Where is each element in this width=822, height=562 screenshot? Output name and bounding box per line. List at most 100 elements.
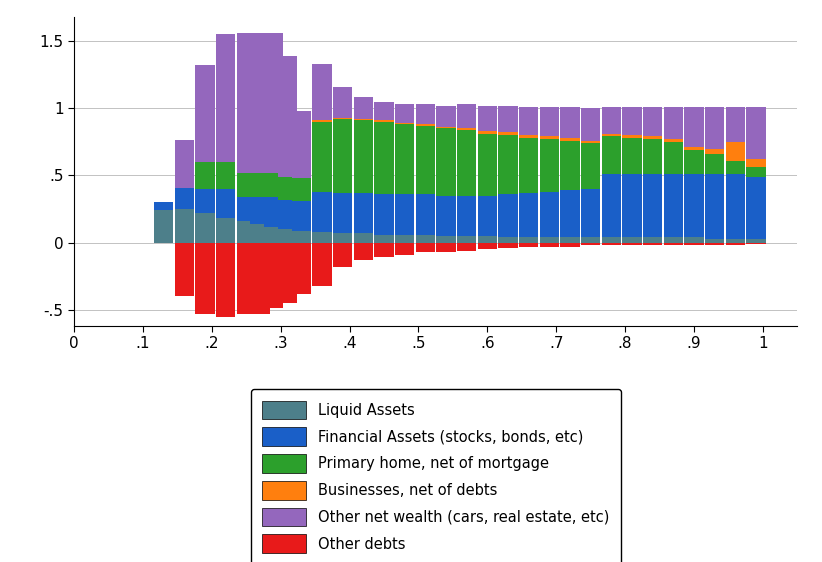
Bar — [663, 243, 683, 246]
Bar — [395, 123, 414, 124]
Bar — [498, 133, 518, 135]
Bar — [457, 128, 476, 130]
Bar — [663, 237, 683, 243]
Bar — [561, 107, 580, 138]
Bar — [312, 122, 331, 192]
Bar — [478, 243, 497, 250]
Bar — [622, 135, 642, 138]
Bar — [685, 237, 704, 243]
Bar — [519, 237, 538, 243]
Bar — [374, 243, 394, 257]
Bar — [436, 127, 455, 128]
Bar — [154, 202, 173, 210]
Bar — [436, 236, 455, 243]
Bar — [746, 159, 765, 167]
Bar — [746, 167, 765, 177]
Bar — [705, 107, 724, 148]
Bar — [374, 194, 394, 234]
Bar — [196, 213, 215, 243]
Bar — [540, 237, 559, 243]
Bar — [251, 243, 270, 314]
Bar — [237, 173, 256, 197]
Bar — [312, 192, 331, 232]
Bar — [663, 174, 683, 237]
Bar — [196, 189, 215, 213]
Bar — [196, 65, 215, 162]
Bar — [498, 243, 518, 248]
Bar — [278, 177, 298, 200]
Bar — [312, 232, 331, 243]
Bar — [478, 131, 497, 134]
Bar — [540, 192, 559, 237]
Bar — [581, 140, 600, 143]
Bar — [374, 122, 394, 194]
Bar — [457, 130, 476, 196]
Bar — [705, 239, 724, 243]
Bar — [643, 174, 663, 237]
Bar — [540, 243, 559, 247]
Bar — [685, 150, 704, 174]
Bar — [581, 189, 600, 237]
Bar — [374, 120, 394, 122]
Bar — [561, 190, 580, 237]
Bar — [663, 139, 683, 142]
Bar — [540, 107, 559, 137]
Bar — [498, 106, 518, 133]
Bar — [581, 243, 600, 246]
Bar — [237, 33, 256, 173]
Bar — [278, 200, 298, 229]
Bar — [395, 104, 414, 123]
Bar — [251, 33, 270, 173]
Bar — [561, 138, 580, 140]
Bar — [726, 239, 745, 243]
Bar — [663, 107, 683, 139]
Bar — [196, 243, 215, 314]
Bar — [395, 243, 414, 255]
Bar — [395, 194, 414, 234]
Bar — [519, 135, 538, 138]
Bar — [251, 197, 270, 224]
Bar — [251, 224, 270, 243]
Bar — [602, 237, 621, 243]
Bar — [685, 243, 704, 246]
Bar — [278, 56, 298, 177]
Bar — [685, 174, 704, 237]
Bar — [416, 243, 435, 252]
Bar — [353, 120, 373, 193]
Bar — [436, 128, 455, 196]
Bar — [237, 243, 256, 314]
Bar — [726, 107, 745, 142]
Bar — [746, 177, 765, 239]
Bar — [643, 237, 663, 243]
Bar — [333, 87, 353, 117]
Bar — [196, 162, 215, 189]
Bar — [726, 161, 745, 174]
Bar — [643, 139, 663, 174]
Bar — [746, 243, 765, 244]
Bar — [643, 107, 663, 137]
Bar — [436, 196, 455, 236]
Bar — [663, 142, 683, 174]
Bar — [292, 201, 311, 230]
Bar — [519, 243, 538, 247]
Bar — [705, 174, 724, 239]
Bar — [416, 124, 435, 126]
Bar — [395, 124, 414, 194]
Bar — [237, 197, 256, 221]
Bar — [561, 140, 580, 190]
Bar — [602, 137, 621, 174]
Bar — [457, 196, 476, 236]
Bar — [353, 119, 373, 120]
Bar — [174, 140, 194, 188]
Bar — [416, 194, 435, 234]
Bar — [726, 174, 745, 239]
Bar — [457, 243, 476, 251]
Bar — [264, 197, 284, 226]
Bar — [353, 243, 373, 260]
Bar — [292, 230, 311, 243]
Bar — [622, 107, 642, 135]
Bar — [216, 243, 235, 316]
Bar — [174, 243, 194, 296]
Bar — [251, 173, 270, 197]
Bar — [333, 119, 353, 193]
